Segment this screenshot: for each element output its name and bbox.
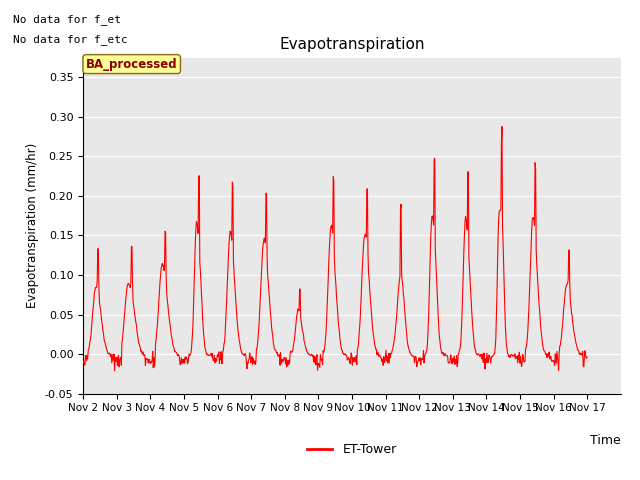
Text: No data for f_et: No data for f_et [13, 14, 121, 25]
Text: No data for f_etc: No data for f_etc [13, 34, 127, 45]
Legend: ET-Tower: ET-Tower [302, 438, 402, 461]
Text: BA_processed: BA_processed [86, 58, 177, 71]
Title: Evapotranspiration: Evapotranspiration [279, 37, 425, 52]
Y-axis label: Evapotranspiration (mm/hr): Evapotranspiration (mm/hr) [26, 143, 39, 308]
Text: Time: Time [590, 434, 621, 447]
